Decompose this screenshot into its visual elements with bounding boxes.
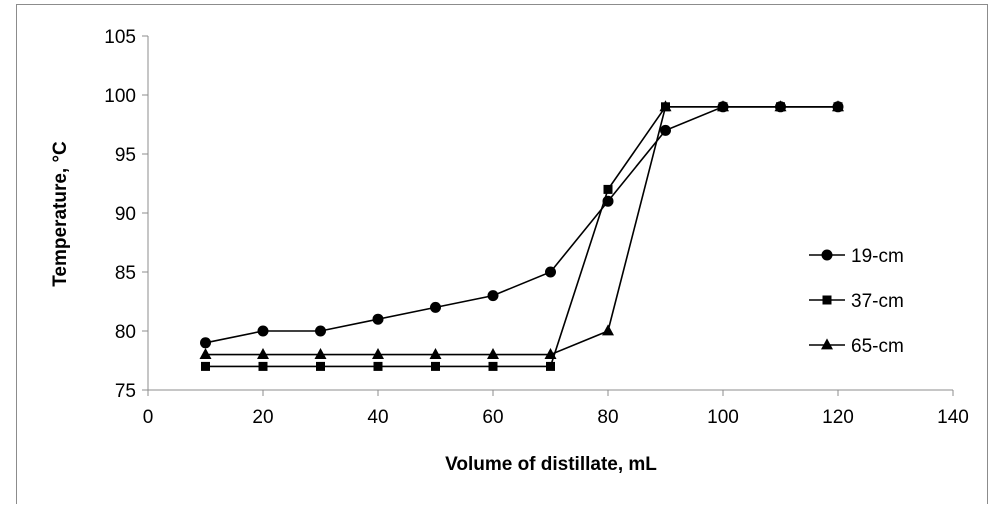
data-point <box>257 348 269 359</box>
x-tick-label: 60 <box>482 407 503 428</box>
data-point <box>487 290 499 302</box>
x-tick-label: 140 <box>937 407 969 428</box>
data-point <box>316 361 325 371</box>
chart-frame <box>16 4 988 504</box>
y-tick-label: 90 <box>115 204 136 225</box>
series-65-cm <box>199 100 844 359</box>
legend-item: 37-cm <box>809 291 904 312</box>
x-tick-label: 100 <box>707 407 739 428</box>
legend-label: 65-cm <box>851 336 904 357</box>
data-point <box>431 361 440 371</box>
series-19-cm <box>200 101 844 349</box>
data-point <box>200 337 211 349</box>
data-point <box>659 100 672 112</box>
x-tick-label: 20 <box>252 407 273 428</box>
series-layer <box>199 100 844 371</box>
data-point <box>488 361 498 371</box>
data-point <box>258 361 268 371</box>
y-tick-label: 80 <box>115 322 136 343</box>
y-tick-label: 75 <box>115 381 136 402</box>
legend-item: 19-cm <box>809 246 904 267</box>
data-point <box>429 348 442 359</box>
data-point <box>544 348 557 359</box>
y-tick-label: 95 <box>115 145 136 166</box>
x-axis-title: Volume of distillate, mL <box>445 454 657 475</box>
series-line <box>205 106 838 344</box>
y-tick-label: 100 <box>104 86 136 107</box>
data-point <box>373 361 383 371</box>
x-tick-label: 80 <box>597 407 618 428</box>
data-point <box>372 313 384 325</box>
y-tick-label: 105 <box>104 27 136 48</box>
data-point <box>717 100 729 112</box>
legend-marker <box>822 295 832 305</box>
data-point <box>201 361 210 371</box>
data-point <box>603 184 613 194</box>
legend: 19-cm 37-cm 65-cm <box>809 246 904 357</box>
legend-marker <box>821 338 833 350</box>
legend-label: 37-cm <box>851 291 904 312</box>
series-line <box>205 106 838 356</box>
legend-marker <box>821 249 833 261</box>
data-point <box>199 348 212 359</box>
data-point <box>546 361 555 371</box>
x-tick-label: 120 <box>822 407 854 428</box>
x-tick-label: 0 <box>143 407 154 428</box>
series-line <box>205 106 838 368</box>
data-point <box>257 325 269 337</box>
data-point <box>487 348 499 359</box>
data-point <box>774 100 787 112</box>
y-axis-title: Temperature, °C <box>50 141 71 287</box>
axes: 75 80 85 90 95 100 105 0 20 40 60 80 100 120 140 <box>104 27 969 428</box>
legend-label: 19-cm <box>851 246 904 267</box>
data-point <box>430 301 441 313</box>
y-tick-label: 85 <box>115 263 136 284</box>
data-point <box>660 124 671 136</box>
x-tick-label: 40 <box>367 407 388 428</box>
data-point <box>314 348 327 359</box>
data-point <box>545 266 556 278</box>
data-point <box>602 324 614 336</box>
legend-item: 65-cm <box>809 336 904 357</box>
data-point <box>832 100 844 112</box>
data-point <box>315 325 326 337</box>
data-point <box>372 348 384 359</box>
